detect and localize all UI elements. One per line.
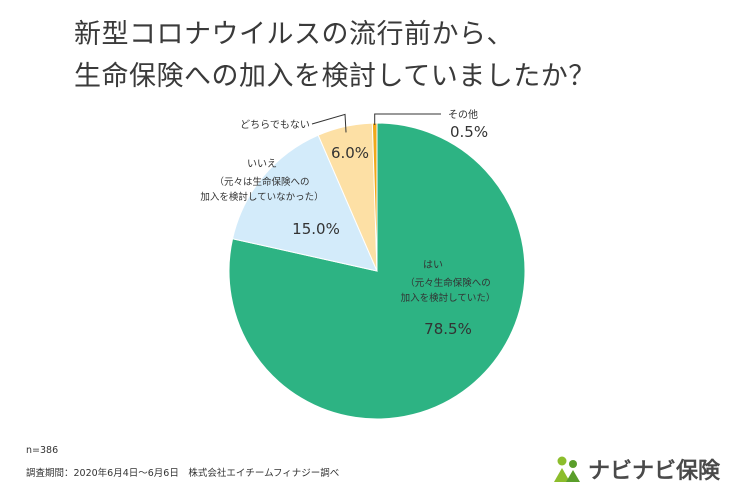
logo-text: ナビナビ保険 bbox=[588, 459, 721, 484]
people-logo-icon bbox=[554, 456, 580, 482]
slice-label-2-line-0: どちらでもない bbox=[240, 119, 310, 131]
leader-line-2 bbox=[311, 113, 347, 133]
slice-value-2: 6.0% bbox=[331, 144, 369, 162]
slice-label-1-line-1: （元々は生命保険への bbox=[214, 176, 309, 188]
pie-slice-1 bbox=[231, 134, 378, 272]
slice-label-0-line-1: （元々生命保険への bbox=[405, 277, 491, 289]
slice-label-0-line-0: はい bbox=[423, 259, 443, 271]
leader-line-3 bbox=[374, 113, 441, 126]
chart-title-line-2: 生命保険への加入を検討していましたか？ bbox=[74, 61, 596, 92]
brand-logo: ナビナビ保険 bbox=[552, 452, 720, 486]
slice-label-3-line-0: その他 bbox=[448, 108, 478, 121]
slice-label-0-line-2: 加入を検討していた） bbox=[401, 292, 496, 304]
slice-value-0: 78.5% bbox=[424, 320, 472, 338]
survey-period-note: 調査期間：2020年6月4日～6月6日 株式会社エイチームフィナジー調べ bbox=[26, 468, 340, 479]
slice-value-1: 15.0% bbox=[292, 220, 340, 238]
chart-title-line-1: 新型コロナウイルスの流行前から、 bbox=[74, 19, 514, 50]
slice-value-3: 0.5% bbox=[450, 123, 488, 141]
sample-size-note: n=386 bbox=[26, 445, 59, 456]
slice-label-1-line-0: いいえ bbox=[247, 158, 277, 170]
slice-label-1-line-2: 加入を検討していなかった） bbox=[200, 191, 323, 203]
